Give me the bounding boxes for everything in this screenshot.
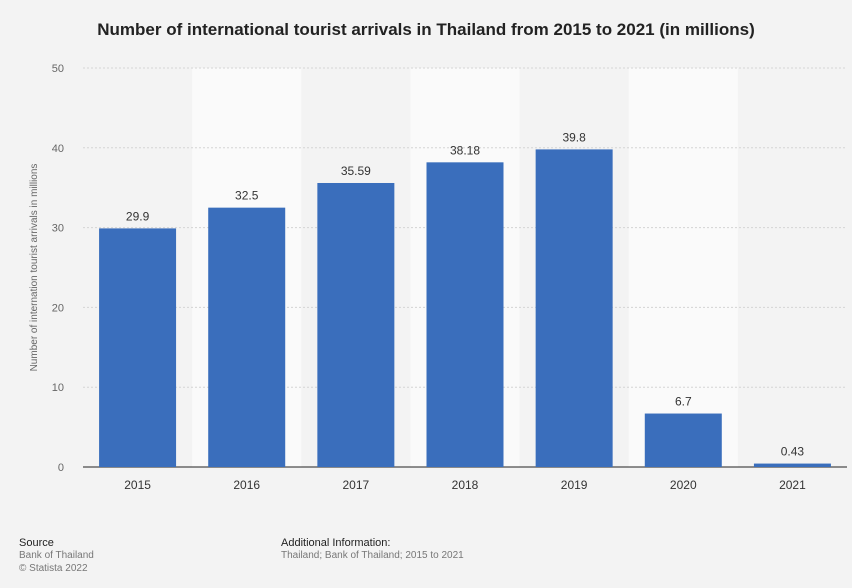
bar — [99, 228, 177, 467]
x-tick-label: 2020 — [670, 478, 697, 492]
source-heading: Source — [19, 537, 54, 549]
chart-title: Number of international tourist arrivals… — [97, 20, 755, 39]
x-tick-label: 2017 — [343, 478, 370, 492]
additional-info-block: Additional Information: Thailand; Bank o… — [281, 537, 464, 562]
source-block: Source Bank of Thailand © Statista 2022 — [19, 537, 94, 575]
bar — [753, 463, 831, 467]
y-axis-label: Number of internation tourist arrivals i… — [29, 164, 40, 372]
data-label: 32.5 — [235, 189, 259, 203]
bar — [644, 413, 722, 467]
bar — [535, 149, 613, 467]
y-tick-label: 0 — [58, 462, 64, 474]
bar — [426, 162, 504, 467]
band-background — [628, 68, 738, 467]
data-label: 38.18 — [450, 143, 480, 157]
additional-info-line: Thailand; Bank of Thailand; 2015 to 2021 — [281, 550, 464, 561]
data-label: 39.8 — [562, 130, 586, 144]
bar — [208, 207, 286, 467]
source-line-1: Bank of Thailand — [19, 550, 94, 561]
bar — [317, 182, 395, 467]
source-line-2: © Statista 2022 — [19, 563, 88, 574]
x-tick-label: 2019 — [561, 478, 588, 492]
y-tick-label: 20 — [52, 302, 64, 314]
x-tick-label: 2015 — [124, 478, 151, 492]
y-tick-label: 10 — [52, 382, 64, 394]
data-label: 29.9 — [126, 209, 150, 223]
x-tick-label: 2018 — [452, 478, 479, 492]
additional-info-heading: Additional Information: — [281, 537, 391, 549]
x-tick-label: 2016 — [233, 478, 260, 492]
x-tick-label: 2021 — [779, 478, 806, 492]
data-label: 0.43 — [781, 445, 805, 459]
y-tick-label: 30 — [52, 223, 64, 235]
y-tick-label: 40 — [52, 143, 64, 155]
y-tick-label: 50 — [52, 63, 64, 75]
data-label: 35.59 — [341, 164, 371, 178]
data-label: 6.7 — [675, 395, 692, 409]
